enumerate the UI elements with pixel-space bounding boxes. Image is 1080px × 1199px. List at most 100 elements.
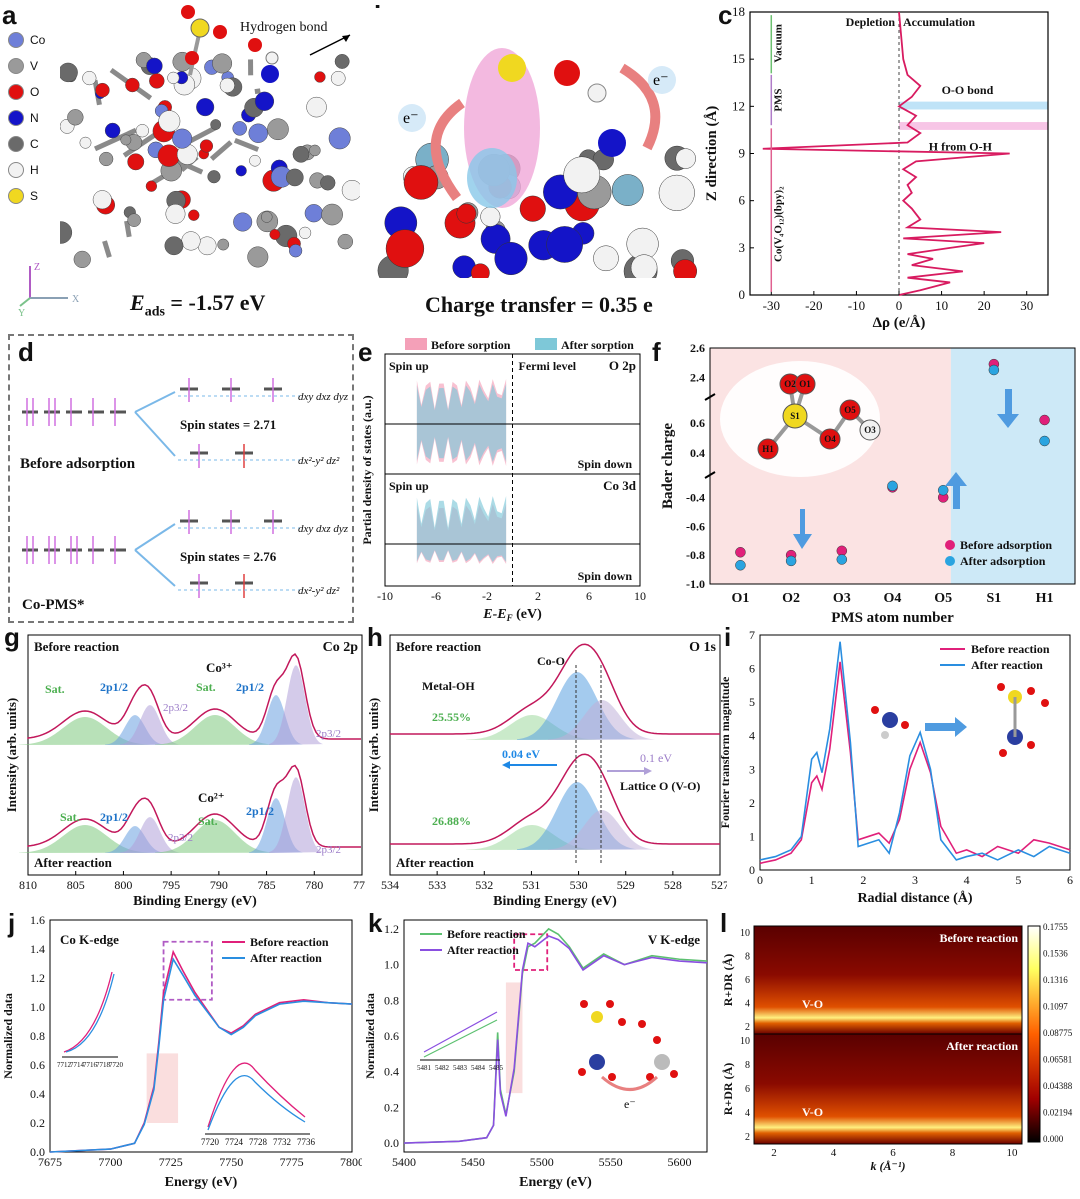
sulfur-atom bbox=[591, 1011, 603, 1023]
x-tick-label: 2 bbox=[535, 589, 541, 603]
atom-ball bbox=[630, 254, 658, 278]
legend-after-label: After reaction bbox=[971, 658, 1043, 672]
x-axis-label: k (Å⁻¹) bbox=[871, 1159, 906, 1173]
atom-ball bbox=[675, 148, 696, 169]
atom-ball bbox=[611, 174, 644, 206]
atom-ball bbox=[330, 70, 346, 86]
x-tick-label: O4 bbox=[884, 591, 902, 606]
panel-a-structure bbox=[60, 5, 360, 268]
legend-label: Co bbox=[30, 33, 46, 47]
v-atom bbox=[654, 1054, 670, 1070]
x-tick-label: 6 bbox=[1067, 873, 1073, 887]
charge-difference-line bbox=[762, 11, 1010, 296]
atom-dot-icon bbox=[8, 162, 24, 178]
y-tick-label: 18 bbox=[732, 4, 745, 19]
colorbar-tick-label: 0.06581 bbox=[1043, 1055, 1072, 1065]
atom-ball bbox=[328, 127, 351, 150]
y-tick-label: 8 bbox=[745, 952, 750, 963]
x-tick-label: H1 bbox=[1036, 591, 1054, 606]
inset-line-after bbox=[65, 973, 115, 1053]
2p12-label: 2p1/2 bbox=[100, 680, 128, 694]
panel-f-chart: O1 O2 O3 O4 O5 S1 H12.42.60.40.6-1.0-0.8-0.6-0… bbox=[660, 341, 1076, 626]
x-tick-label: S1 bbox=[986, 591, 1001, 606]
bond bbox=[233, 138, 260, 152]
y-tick-label: 0.4 bbox=[30, 1087, 45, 1101]
atom-ball bbox=[267, 118, 289, 141]
depletion-label: Depletion bbox=[846, 15, 896, 29]
atom-ball bbox=[248, 123, 268, 143]
x-tick-label: 7675 bbox=[38, 1155, 62, 1169]
plot-frame bbox=[709, 347, 1076, 585]
atom-ball bbox=[494, 242, 528, 276]
atom-ball bbox=[199, 139, 214, 153]
before-reaction-label: Before reaction bbox=[939, 931, 1018, 945]
fitted-peak bbox=[269, 777, 323, 853]
legend-item-v: V bbox=[8, 56, 38, 76]
inset-tick-label: 7724 bbox=[225, 1137, 244, 1147]
satellite-label: Sat. bbox=[198, 814, 218, 828]
atom-ball bbox=[658, 174, 695, 211]
atom-ball bbox=[99, 151, 114, 167]
x-tick-label: 6 bbox=[890, 1147, 896, 1159]
y-tick-label: -1.0 bbox=[686, 577, 705, 591]
fitted-peak bbox=[19, 825, 151, 853]
atom-ball bbox=[60, 221, 73, 244]
2p32-label: 2p3/2 bbox=[163, 702, 188, 714]
atom-ball bbox=[288, 244, 303, 258]
y-tick-label: 1.6 bbox=[30, 913, 45, 927]
y-tick-label: 6 bbox=[749, 662, 755, 676]
eg-orbital-label: dx²-y² dz² bbox=[298, 585, 340, 597]
wavelet-map-before bbox=[754, 926, 1022, 1034]
y-tick-label: 1.2 bbox=[30, 971, 45, 985]
oo-bond-band bbox=[899, 101, 1048, 110]
h-from-oh-label: H from O-H bbox=[929, 139, 993, 153]
atom-label: O4 bbox=[824, 434, 836, 444]
substrate-label: Co(V₄O₁₂)(bpy)₂ bbox=[772, 186, 784, 262]
bond bbox=[124, 220, 132, 238]
panel-d-frame bbox=[8, 334, 354, 623]
panel-c-chart: -30 -20 -10 0 10 20 30 0 3 6 9 12 15 18 Δρ (e/Å) Z dire… bbox=[704, 4, 1049, 330]
panel-h-chart: 534 533 532 531 530 529 528 527 Binding Energy (… bbox=[366, 634, 727, 909]
x-tick-label: 2 bbox=[860, 873, 866, 887]
edge-highlight bbox=[146, 1053, 179, 1123]
atom-ball bbox=[217, 238, 230, 251]
y-tick-label: 5 bbox=[749, 695, 755, 709]
co2-label: Co²⁺ bbox=[198, 790, 225, 805]
y-tick-label: 0.6 bbox=[384, 1029, 399, 1043]
legend-after-label: After sorption bbox=[561, 338, 634, 352]
x-tick-label: -10 bbox=[377, 589, 393, 603]
atom-ball bbox=[480, 206, 501, 227]
x-tick-label: 10 bbox=[1007, 1147, 1019, 1159]
x-tick-label: -20 bbox=[805, 298, 822, 313]
oh-band bbox=[899, 122, 1048, 130]
lattice-o-label: Lattice O (V-O) bbox=[620, 779, 700, 793]
axis-z-label: Z bbox=[34, 262, 40, 273]
inset-tick-label: 7732 bbox=[273, 1137, 291, 1147]
y-tick-label: 2.6 bbox=[690, 341, 705, 355]
bader-point-after bbox=[988, 364, 1000, 376]
transition-arrow-icon bbox=[925, 717, 967, 737]
pms-atom bbox=[782, 403, 808, 429]
legend-after-label: After reaction bbox=[250, 951, 322, 965]
v-o-label: V-O bbox=[802, 1105, 823, 1119]
panel-e-label: e bbox=[358, 337, 373, 367]
zoom-box bbox=[162, 940, 213, 1001]
spin-state-before: Spin states = 2.71 bbox=[180, 417, 276, 432]
atom-ball bbox=[309, 144, 321, 157]
atom-ball bbox=[79, 136, 92, 149]
atom-ball bbox=[82, 71, 97, 86]
atom-ball bbox=[306, 96, 327, 118]
y-tick-label: 0.4 bbox=[690, 446, 705, 460]
eg-orbital-label: dx²-y² dz² bbox=[298, 455, 340, 467]
atom-ball bbox=[254, 91, 275, 111]
bader-point-before bbox=[1039, 414, 1050, 426]
pms-atom bbox=[794, 373, 816, 395]
x-tick-label: 8 bbox=[950, 1147, 956, 1159]
y-tick-label: 0.8 bbox=[30, 1029, 45, 1043]
x-tick-label: -10 bbox=[848, 298, 865, 313]
atom-ball bbox=[269, 229, 281, 240]
y-tick-label: 0 bbox=[739, 287, 746, 302]
xanes-line-after bbox=[49, 957, 353, 1153]
x-tick-label: 528 bbox=[664, 878, 682, 892]
panel-title: O 1s bbox=[689, 640, 716, 655]
